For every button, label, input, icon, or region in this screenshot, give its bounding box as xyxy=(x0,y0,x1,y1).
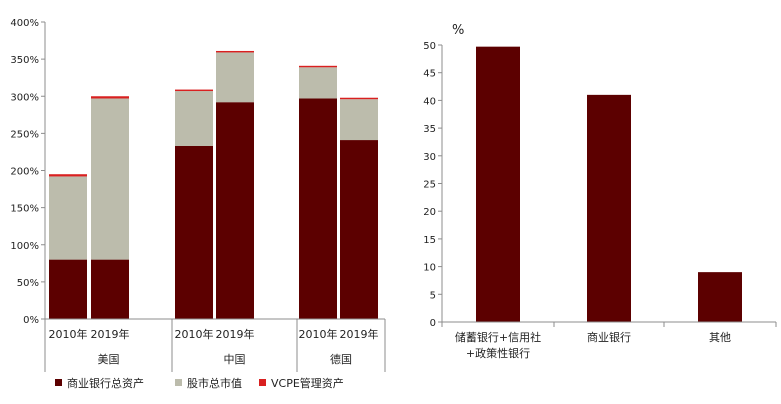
y-axis-ticks: 0 5 10 15 20 25 30 35 40 45 50 xyxy=(423,41,443,329)
bar-marks xyxy=(476,46,742,323)
x-tick-label: 储蓄银行+信用社 xyxy=(455,330,541,344)
y-tick-label: 40 xyxy=(423,96,436,107)
y-tick-label: 10 xyxy=(423,263,436,274)
bar-商业银行总资产-中国-2010年 xyxy=(175,145,213,319)
bar-VCPE管理资产-中国-2019年 xyxy=(216,50,254,53)
y-tick-label: 25 xyxy=(423,180,436,191)
bar-股市总市值-中国-2010年 xyxy=(175,91,213,146)
y-tick-label: 0% xyxy=(23,315,39,326)
bar-商业银行总资产-德国-2019年 xyxy=(340,140,378,319)
x-tick-label: 2010年 xyxy=(49,327,88,341)
y-tick-label: 50% xyxy=(17,278,39,289)
y-tick-label: 45 xyxy=(423,69,436,80)
y-tick-label: 250% xyxy=(10,129,39,140)
x-tick-label: 商业银行 xyxy=(587,330,631,344)
x-tick-label: 2010年 xyxy=(299,327,338,341)
bar-股市总市值-中国-2019年 xyxy=(216,52,254,103)
bar-商业银行总资产-美国-2010年 xyxy=(49,259,87,319)
bar-VCPE管理资产-中国-2010年 xyxy=(175,89,213,92)
y-tick-label: 15 xyxy=(423,235,436,246)
bar-股市总市值-美国-2010年 xyxy=(49,176,87,260)
legend-swatch-商业银行总资产 xyxy=(55,379,62,386)
legend-label: 商业银行总资产 xyxy=(67,376,144,390)
x-tick-label: +政策性银行 xyxy=(466,346,530,360)
y-axis-ticks: 0% 50% 100% 150% 200% 250% 300% 350% 400% xyxy=(10,18,46,326)
y-tick-label: 0 xyxy=(430,318,436,329)
bar-VCPE管理资产-美国-2019年 xyxy=(91,96,129,99)
bar-marks xyxy=(49,50,378,319)
bar-商业银行 xyxy=(587,94,631,322)
x-axis: 储蓄银行+信用社 +政策性银行 商业银行 其他 xyxy=(441,321,777,360)
legend: 商业银行总资产 股市总市值 VCPE管理资产 xyxy=(55,376,344,390)
bar-储蓄银行+信用社+政策性银行 xyxy=(476,46,520,323)
legend-label: 股市总市值 xyxy=(187,376,242,390)
legend-label: VCPE管理资产 xyxy=(271,376,344,390)
bar-商业银行总资产-德国-2010年 xyxy=(299,98,337,319)
x-group-label: 中国 xyxy=(224,353,246,366)
legend-swatch-VCPE管理资产 xyxy=(259,379,266,386)
x-tick-label: 2019年 xyxy=(91,327,130,341)
x-group-label: 美国 xyxy=(98,353,120,366)
bar-商业银行总资产-中国-2019年 xyxy=(216,102,254,319)
bar-股市总市值-德国-2019年 xyxy=(340,99,378,141)
bar-VCPE管理资产-德国-2010年 xyxy=(299,65,337,68)
x-tick-label: 其他 xyxy=(709,331,731,344)
y-tick-label: 5 xyxy=(430,290,436,301)
y-tick-label: 400% xyxy=(10,18,39,29)
bar-其他 xyxy=(698,272,742,322)
x-tick-label: 2019年 xyxy=(216,327,255,341)
y-tick-label: 200% xyxy=(10,167,39,178)
bar-商业银行总资产-美国-2019年 xyxy=(91,259,129,319)
y-tick-label: 350% xyxy=(10,55,39,66)
x-tick-label: 2010年 xyxy=(175,327,214,341)
y-tick-label: 150% xyxy=(10,204,39,215)
y-axis-label: % xyxy=(452,23,464,38)
bar-股市总市值-德国-2010年 xyxy=(299,67,337,99)
y-tick-label: 20 xyxy=(423,207,436,218)
stacked-bar-chart: 0%50%100%150%200%250%300%350%400% 2010年 2… xyxy=(10,18,386,390)
x-group-label: 德国 xyxy=(330,352,352,366)
y-tick-label: 300% xyxy=(10,92,39,103)
legend-swatch-股市总市值 xyxy=(175,379,182,386)
y-tick-label: 35 xyxy=(423,124,436,135)
y-tick-label: 50 xyxy=(423,41,436,52)
bar-股市总市值-美国-2019年 xyxy=(91,98,129,260)
y-tick-label: 30 xyxy=(423,152,436,163)
bar-VCPE管理资产-德国-2019年 xyxy=(340,97,378,100)
bar-VCPE管理资产-美国-2010年 xyxy=(49,174,87,177)
x-tick-label: 2019年 xyxy=(340,327,379,341)
bar-chart: % 0 5 10 15 20 25 30 35 40 45 50 储蓄银行+信用社 +政策性银行 商业银… xyxy=(423,23,777,360)
y-tick-label: 100% xyxy=(10,241,39,252)
